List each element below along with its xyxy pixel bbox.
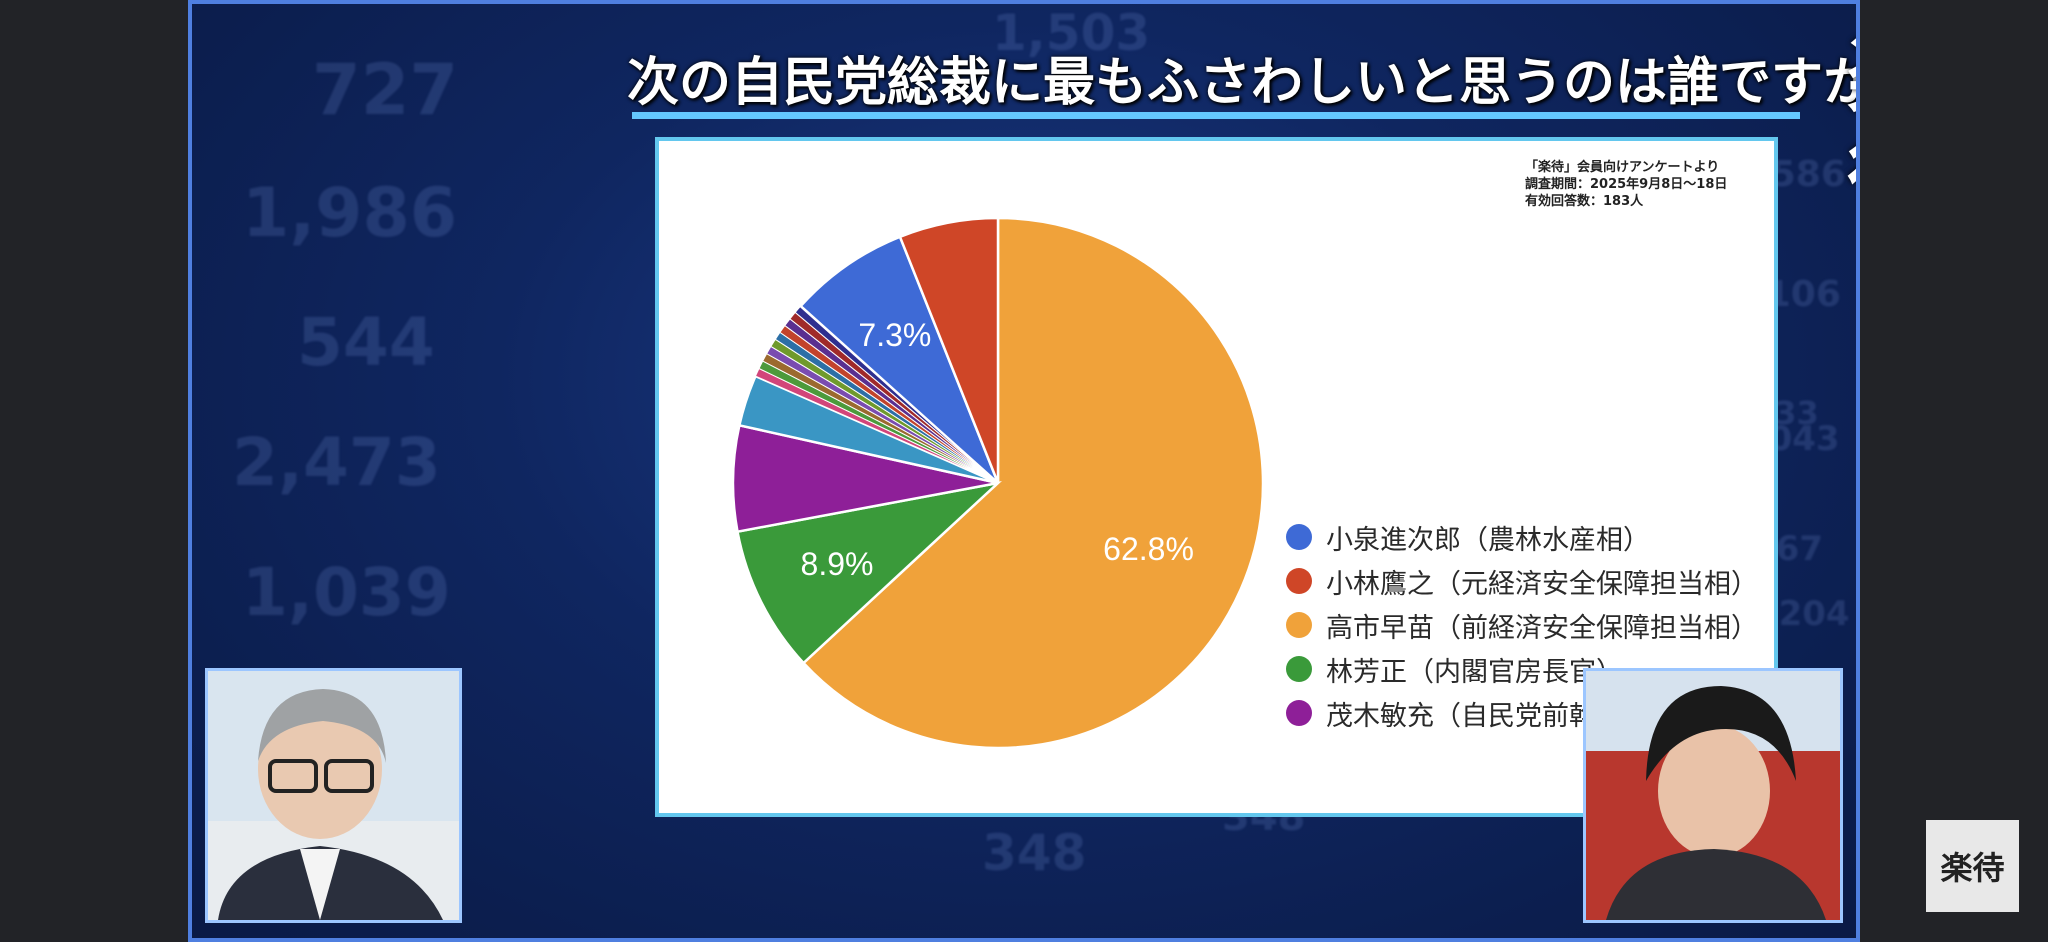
brand-logo: 楽待 (1847, 26, 1856, 226)
survey-period: 調査期間：2025年9月8日〜18日 (1525, 177, 1728, 192)
survey-respondents: 有効回答数：183人 (1525, 194, 1644, 209)
legend-color-dot (1286, 700, 1312, 726)
commentator-left-video (205, 668, 462, 923)
background-number: 727 (312, 49, 459, 131)
legend-item: 小林鷹之（元経済安全保障担当相） (1286, 561, 1758, 601)
legend-item: 高市早苗（前経済安全保障担当相） (1286, 605, 1758, 645)
legend-label: 小泉進次郎（農林水産相） (1326, 524, 1650, 556)
legend-color-dot (1286, 524, 1312, 550)
legend-item: 林芳正（内閣官房長官） (1286, 649, 1623, 689)
pie-slice (898, 216, 1000, 484)
background-number: 1,039 (242, 554, 451, 631)
pie-slice (801, 216, 1265, 750)
legend-color-dot (1286, 612, 1312, 638)
survey-source: 「楽待」会員向けアンケートより (1525, 160, 1720, 175)
channel-badge: 楽待 (1926, 820, 2019, 912)
pie-slice (736, 480, 1003, 665)
background-number: 2,473 (232, 424, 441, 501)
legend-label: 小林鷹之（元経済安全保障担当相） (1326, 568, 1758, 600)
background-number: 544 (297, 304, 435, 381)
survey-note: 「楽待」会員向けアンケートより 調査期間：2025年9月8日〜18日 有効回答数… (1525, 159, 1727, 210)
legend-color-dot (1286, 656, 1312, 682)
pie-chart: 62.8% 8.9% 7.3% (731, 216, 1265, 750)
commentator-right-video (1583, 668, 1843, 923)
legend-label: 林芳正（内閣官房長官） (1326, 656, 1623, 688)
legend-color-dot (1286, 568, 1312, 594)
background-number: 1,986 (242, 174, 458, 253)
slice-data-label: 8.9% (801, 546, 874, 582)
background-number: 348 (982, 824, 1087, 882)
background-number: 1,503 (992, 4, 1151, 62)
legend-item: 小泉進次郎（農林水産相） (1286, 517, 1650, 557)
slice-data-label: 7.3% (858, 317, 931, 353)
legend-label: 高市早苗（前経済安全保障担当相） (1326, 612, 1758, 644)
title-underline (632, 112, 1800, 119)
question-title: 次の自民党総裁に最もふさわしいと思うのは誰ですか？ (627, 53, 1860, 113)
slice-data-label: 62.8% (1103, 531, 1194, 567)
pie-slice (798, 235, 1000, 484)
